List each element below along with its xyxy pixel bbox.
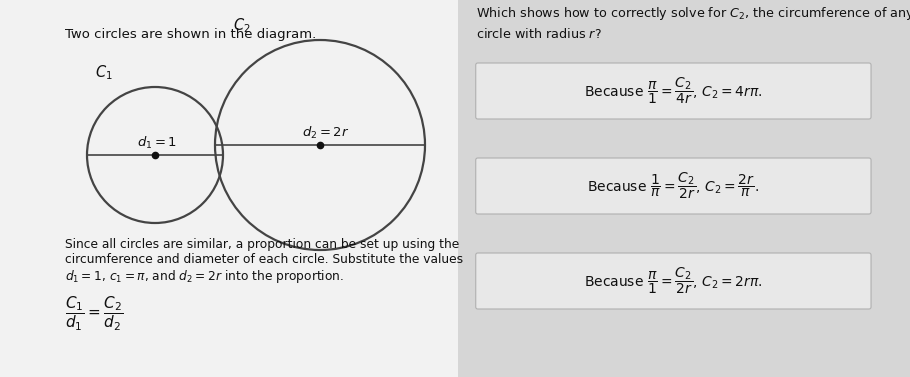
FancyBboxPatch shape — [476, 63, 871, 119]
Text: $d_2 = 2r$: $d_2 = 2r$ — [302, 125, 349, 141]
Text: Two circles are shown in the diagram.: Two circles are shown in the diagram. — [65, 28, 317, 41]
Text: $C_2$: $C_2$ — [233, 16, 250, 35]
Text: Because $\dfrac{\pi}{1} = \dfrac{C_2}{2r}$, $C_2 = 2r\pi$.: Because $\dfrac{\pi}{1} = \dfrac{C_2}{2r… — [584, 266, 763, 296]
FancyBboxPatch shape — [476, 158, 871, 214]
Bar — [458, 0, 910, 377]
Bar — [0, 0, 458, 377]
Text: $\dfrac{C_1}{d_1} = \dfrac{C_2}{d_2}$: $\dfrac{C_1}{d_1} = \dfrac{C_2}{d_2}$ — [65, 295, 124, 333]
Text: $C_1$: $C_1$ — [95, 63, 113, 82]
Text: Since all circles are similar, a proportion can be set up using the: Since all circles are similar, a proport… — [65, 238, 460, 251]
Text: circumference and diameter of each circle. Substitute the values: circumference and diameter of each circl… — [65, 253, 463, 266]
Text: Which shows how to correctly solve for $C_2$, the circumference of any
circle wi: Which shows how to correctly solve for $… — [476, 5, 910, 41]
FancyBboxPatch shape — [476, 253, 871, 309]
Text: Because $\dfrac{\pi}{1} = \dfrac{C_2}{4r}$, $C_2 = 4r\pi$.: Because $\dfrac{\pi}{1} = \dfrac{C_2}{4r… — [584, 76, 763, 106]
Text: $d_1 = 1$: $d_1 = 1$ — [137, 135, 177, 151]
Text: Because $\dfrac{1}{\pi} = \dfrac{C_2}{2r}$, $C_2 = \dfrac{2r}{\pi}$.: Because $\dfrac{1}{\pi} = \dfrac{C_2}{2r… — [587, 171, 759, 201]
Text: $d_1 = 1$, $c_1 = \pi$, and $d_2 = 2r$ into the proportion.: $d_1 = 1$, $c_1 = \pi$, and $d_2 = 2r$ i… — [65, 268, 344, 285]
